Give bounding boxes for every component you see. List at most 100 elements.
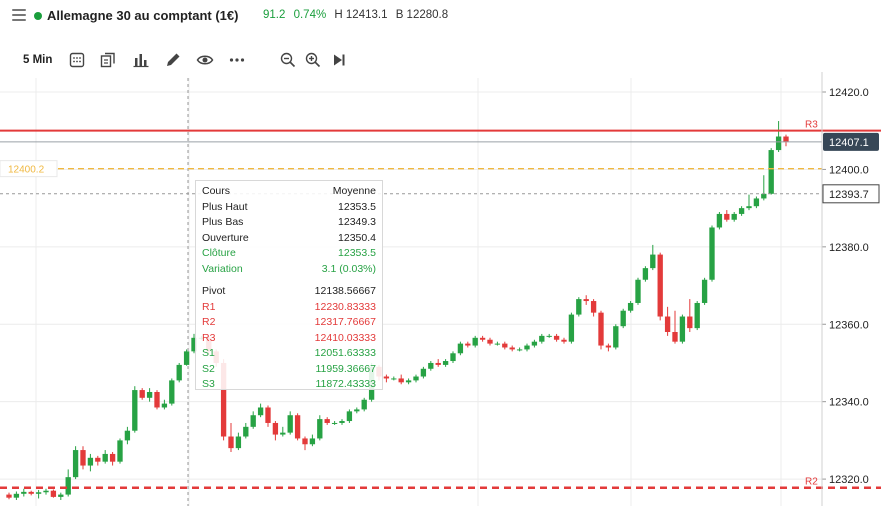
zoom-in-icon[interactable] <box>304 51 322 69</box>
candle-body <box>687 316 693 329</box>
candle <box>102 450 108 464</box>
tooltip-row-s2: S2 11959.36667 <box>202 362 376 378</box>
candle-body <box>183 351 190 365</box>
candle-body <box>657 254 663 317</box>
order-tag[interactable] <box>0 160 58 178</box>
bid-value: B 12280.8 <box>395 9 449 21</box>
tooltip-value: 3.1 (0.03%) <box>321 262 376 275</box>
timeframe-selector[interactable]: 5 Min <box>23 54 53 66</box>
tooltip-label: R1 <box>202 300 216 313</box>
candle <box>435 359 441 367</box>
candle <box>324 417 330 425</box>
candle-body <box>724 213 730 220</box>
y-tick-label: 12380.0 <box>829 242 869 254</box>
candle <box>383 374 390 383</box>
candle-body <box>331 422 338 424</box>
candle <box>583 295 589 305</box>
candle <box>576 297 582 317</box>
menu-icon[interactable] <box>12 9 26 21</box>
tooltip-label: Plus Haut <box>202 200 248 213</box>
candle <box>598 310 604 350</box>
high-value: H 12413.1 <box>334 9 388 21</box>
candle <box>516 347 523 352</box>
instrument-title[interactable]: Allemagne 30 au comptant (1€) <box>47 8 239 23</box>
candle-body <box>220 362 227 437</box>
tooltip-label: S2 <box>202 362 215 375</box>
candle-body <box>265 407 271 423</box>
candle <box>339 419 345 425</box>
candle-body <box>339 421 345 423</box>
candle-body <box>709 227 715 280</box>
bar-chart-icon[interactable] <box>132 51 150 69</box>
candle <box>132 386 138 433</box>
tooltip-value: 12349.3 <box>338 216 376 228</box>
tooltip-label: R3 <box>202 331 216 344</box>
candle-body <box>398 378 404 383</box>
y-tick-label: 12400.0 <box>829 164 869 176</box>
candle-body <box>169 380 175 404</box>
candle <box>72 446 79 480</box>
instrument-header: Allemagne 30 au comptant (1€) 91.2 0.74%… <box>0 0 881 32</box>
candle-body <box>561 339 567 342</box>
tooltip-value: 11872.43333 <box>315 378 376 390</box>
candle <box>509 345 515 352</box>
candle-body <box>383 376 390 379</box>
candle-body <box>354 409 360 412</box>
candle <box>58 492 64 500</box>
candle <box>405 378 412 385</box>
candle-body <box>761 193 767 199</box>
candle <box>768 148 774 195</box>
candle-body <box>58 494 64 497</box>
candle <box>672 310 678 344</box>
tooltip-row-variation: Variation 3.1 (0.03%) <box>202 262 376 278</box>
tooltip-value: 12353.5 <box>338 200 376 213</box>
candle <box>687 299 693 332</box>
candle <box>302 436 308 451</box>
candle-body <box>72 450 79 478</box>
candle-body <box>590 301 597 313</box>
candle-body <box>775 136 782 151</box>
more-icon[interactable] <box>228 51 246 69</box>
candle-body <box>361 399 367 410</box>
candle-body <box>783 136 789 142</box>
tooltip-row-plus-haut: Plus Haut 12353.5 <box>202 200 376 216</box>
eye-icon[interactable] <box>196 51 214 69</box>
candle-body <box>457 343 464 354</box>
candle-body <box>479 337 486 340</box>
candle-body <box>731 213 737 220</box>
candle-body <box>627 302 634 311</box>
candle <box>442 359 449 367</box>
candle-body <box>642 268 649 280</box>
candle <box>642 266 649 282</box>
calculator-icon[interactable] <box>68 51 86 69</box>
candle-body <box>21 491 27 494</box>
candle <box>531 339 538 348</box>
candle-body <box>95 457 101 462</box>
candle-body <box>176 364 182 381</box>
candle-body <box>487 339 493 344</box>
candle-body <box>583 299 589 302</box>
candle <box>465 341 471 348</box>
candle <box>13 491 20 500</box>
copy-icon[interactable] <box>99 51 117 69</box>
candle-body <box>472 337 478 346</box>
crosshair-price-label: 12393.7 <box>829 189 869 201</box>
zoom-out-icon[interactable] <box>279 51 297 69</box>
candle <box>354 407 360 414</box>
candle <box>191 333 197 354</box>
candle-body <box>294 415 301 439</box>
candle <box>657 252 663 321</box>
candle <box>716 212 723 230</box>
market-open-indicator <box>34 12 42 20</box>
candle <box>783 134 789 147</box>
tooltip-label: S1 <box>202 347 215 359</box>
quote-summary: 91.2 0.74% H 12413.1 B 12280.8 <box>263 9 453 21</box>
candle-body <box>613 326 619 348</box>
tooltip-header-row: Cours Moyenne <box>202 184 376 200</box>
candle <box>117 438 123 464</box>
tooltip-row-pivot: Pivot 12138.56667 <box>202 284 376 300</box>
tooltip-row-ouverture: Ouverture 12350.4 <box>202 231 376 247</box>
skip-forward-icon[interactable] <box>330 51 348 69</box>
pencil-icon[interactable] <box>164 51 182 69</box>
